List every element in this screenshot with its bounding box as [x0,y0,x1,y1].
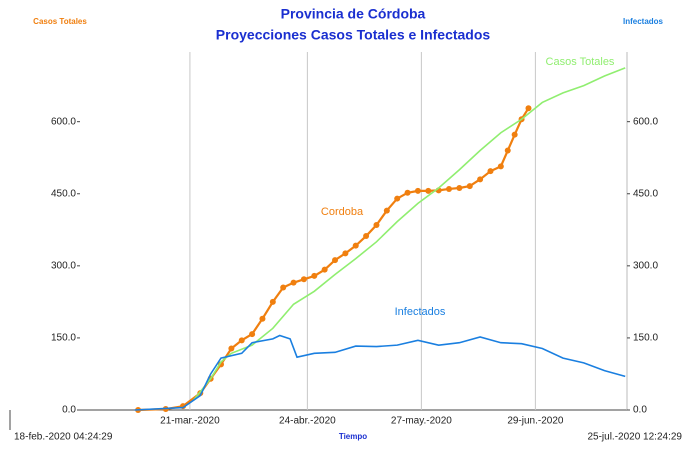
data-point [404,189,411,196]
x-end-label: 25-jul.-2020 12:24:29 [587,432,682,443]
series-label: Infectados [395,306,446,318]
data-point [332,257,339,264]
data-point [352,242,359,249]
data-point [383,207,390,214]
x-tick-label: 27-may.-2020 [391,416,452,427]
series-label: Cordoba [321,206,364,218]
data-point [497,163,504,170]
x-start-label: 18-feb.-2020 04:24:29 [14,432,113,443]
data-point [414,187,421,194]
series-line [134,334,626,411]
data-point [259,315,266,322]
y2-tick-label: 0.0 [633,405,647,416]
y2-axis-label: Infectados [623,17,664,26]
data-point [300,276,307,283]
data-point [525,105,532,112]
data-point [290,279,297,286]
data-point [487,168,494,175]
y-tick-label: 150.0 [51,333,76,344]
data-point [249,331,256,338]
data-point [446,185,453,192]
data-point [504,147,511,154]
data-point [238,337,245,344]
data-point [342,250,349,257]
data-point [394,195,401,202]
x-axis-label: Tiempo [339,432,367,441]
series-label: Casos Totales [546,56,615,68]
chart-title: Provincia de Córdoba [281,6,426,22]
data-point [466,183,473,190]
data-point [228,345,235,352]
y2-tick-label: 150.0 [633,333,658,344]
data-point [373,221,380,228]
series-line [192,67,626,401]
y2-tick-label: 450.0 [633,188,658,199]
data-point [321,266,328,273]
y-tick-label: 450.0 [51,188,76,199]
chart-subtitle: Proyecciones Casos Totales e Infectados [216,27,491,43]
data-point [363,233,370,240]
y-axis-label: Casos Totales [33,17,87,26]
data-point [425,187,432,194]
x-tick-label: 29-jun.-2020 [507,416,564,427]
y2-tick-label: 600.0 [633,116,658,127]
y2-tick-label: 300.0 [633,260,658,271]
data-point [269,298,276,305]
y-tick-label: 0.0 [62,405,76,416]
data-point [477,176,484,183]
x-tick-label: 24-abr.-2020 [279,416,336,427]
data-point [456,184,463,191]
data-point [280,284,287,291]
data-point [311,272,318,279]
data-point [511,131,518,138]
x-tick-label: 21-mar.-2020 [160,416,220,427]
y-tick-label: 600.0 [51,116,76,127]
y-tick-label: 300.0 [51,260,76,271]
